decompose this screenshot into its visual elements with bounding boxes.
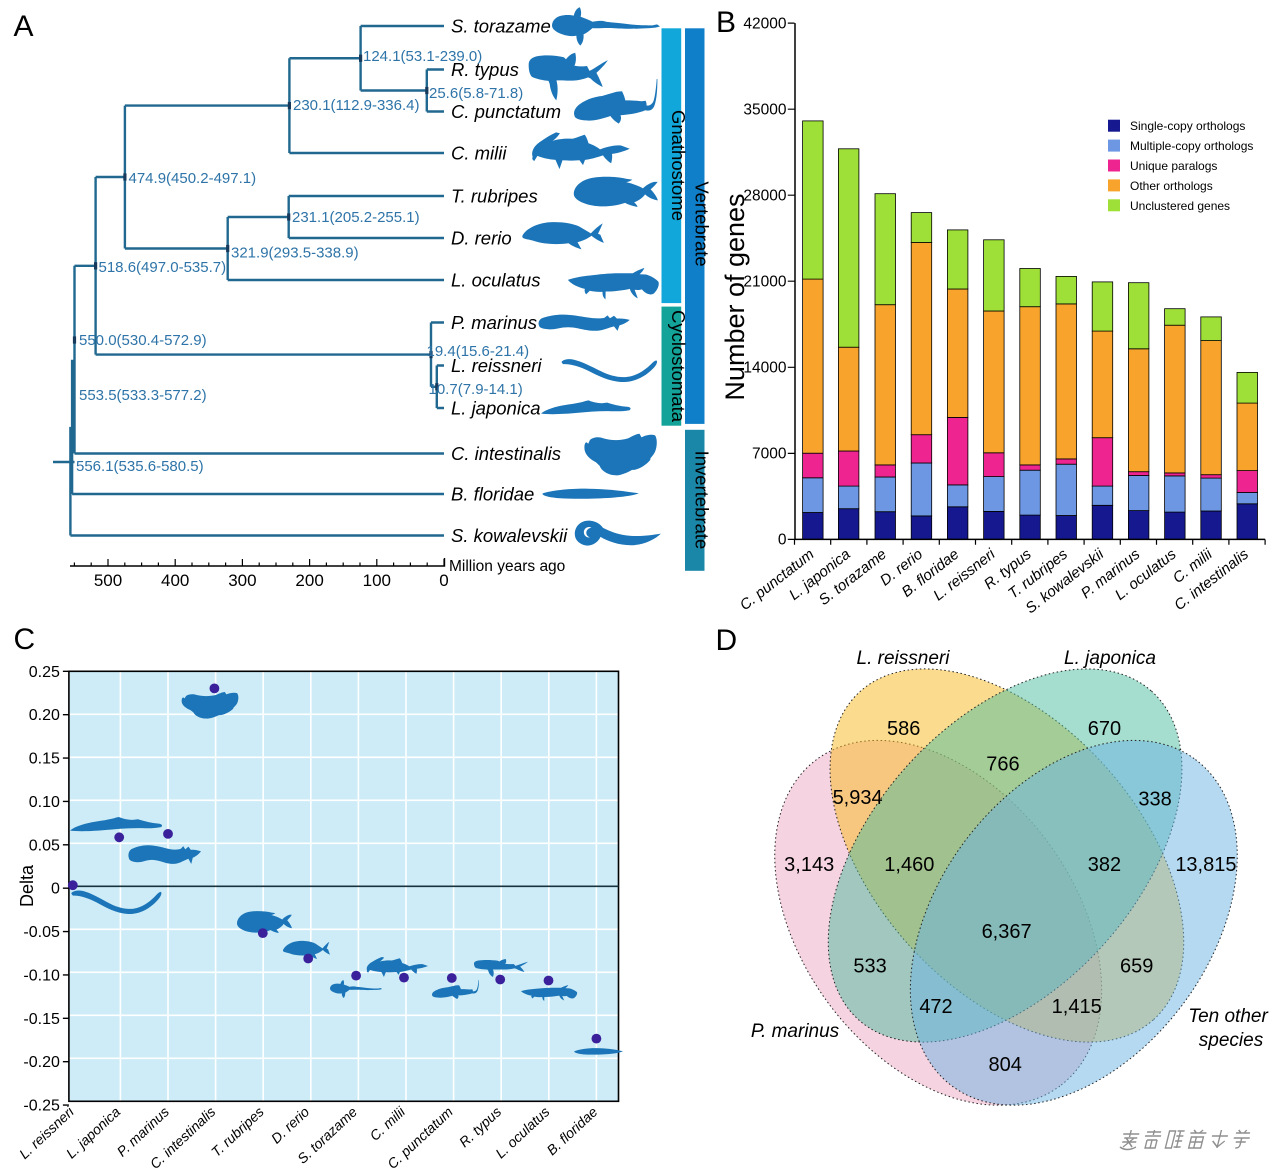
svg-text:Unique paralogs: Unique paralogs [1130,159,1217,173]
svg-text:-0.10: -0.10 [23,967,60,984]
svg-text:T. rubripes: T. rubripes [451,186,538,207]
svg-text:19.4(15.6-21.4): 19.4(15.6-21.4) [427,343,530,360]
svg-text:670: 670 [1088,718,1121,740]
svg-text:1,415: 1,415 [1052,996,1102,1018]
svg-text:231.1(205.2-255.1): 231.1(205.2-255.1) [292,209,420,226]
svg-text:A: A [14,10,34,43]
svg-text:Unclustered genes: Unclustered genes [1130,199,1230,213]
svg-text:550.0(530.4-572.9): 550.0(530.4-572.9) [79,332,207,349]
svg-text:556.1(535.6-580.5): 556.1(535.6-580.5) [76,458,204,475]
svg-text:100: 100 [363,571,391,590]
svg-text:28000: 28000 [743,188,786,205]
svg-text:Number of genes: Number of genes [720,193,750,400]
svg-text:0: 0 [51,881,60,898]
svg-text:species: species [1199,1030,1264,1051]
svg-text:R. typus: R. typus [456,1103,504,1150]
svg-text:D: D [716,624,738,657]
svg-text:472: 472 [919,996,952,1018]
svg-text:586: 586 [887,718,920,740]
svg-text:S. kowalevskii: S. kowalevskii [451,525,568,546]
svg-text:42000: 42000 [743,15,786,32]
svg-text:Single-copy orthologs: Single-copy orthologs [1130,119,1245,133]
svg-text:-0.05: -0.05 [23,924,60,941]
svg-text:13,815: 13,815 [1175,854,1236,876]
svg-text:382: 382 [1088,854,1121,876]
svg-text:L. japonica: L. japonica [451,398,540,419]
svg-text:-0.20: -0.20 [23,1054,60,1071]
svg-text:Vertebrate: Vertebrate [692,181,713,266]
svg-text:300: 300 [228,571,256,590]
svg-text:C. punctatum: C. punctatum [451,101,561,122]
svg-text:Delta: Delta [17,864,37,907]
svg-text:T. rubripes: T. rubripes [208,1103,267,1159]
svg-text:766: 766 [986,753,1019,775]
svg-text:B: B [716,6,736,39]
svg-text:659: 659 [1120,955,1153,977]
svg-text:14000: 14000 [743,360,786,377]
svg-text:R. typus: R. typus [451,59,519,80]
svg-text:230.1(112.9-336.4): 230.1(112.9-336.4) [293,97,419,114]
svg-text:L. oculatus: L. oculatus [451,270,540,291]
svg-text:0.05: 0.05 [29,837,60,854]
svg-text:Cyclostomata: Cyclostomata [668,310,689,423]
svg-text:-0.15: -0.15 [23,1011,60,1028]
svg-text:1,460: 1,460 [884,854,934,876]
svg-text:B. floridae: B. floridae [451,484,534,505]
svg-text:Other orthologs: Other orthologs [1130,179,1213,193]
svg-text:338: 338 [1138,788,1171,810]
svg-text:0.20: 0.20 [29,707,60,724]
svg-text:C: C [14,623,36,656]
svg-text:533: 533 [853,955,886,977]
svg-text:Multiple-copy orthologs: Multiple-copy orthologs [1130,139,1253,153]
svg-text:124.1(53.1-239.0): 124.1(53.1-239.0) [363,48,482,65]
svg-text:321.9(293.5-338.9): 321.9(293.5-338.9) [231,245,359,262]
svg-text:D. rerio: D. rerio [268,1103,313,1146]
svg-text:0.25: 0.25 [29,664,60,681]
svg-text:0.10: 0.10 [29,794,60,811]
svg-text:200: 200 [295,571,323,590]
svg-text:5,934: 5,934 [833,787,883,809]
svg-text:Gnathostome: Gnathostome [668,110,689,221]
svg-text:C. intestinalis: C. intestinalis [451,443,561,464]
svg-text:L. reissneri: L. reissneri [451,355,542,376]
svg-text:D. rerio: D. rerio [451,228,512,249]
svg-text:400: 400 [161,571,189,590]
svg-text:518.6(497.0-535.7): 518.6(497.0-535.7) [99,259,227,276]
svg-text:6,367: 6,367 [982,921,1032,943]
svg-text:3,143: 3,143 [784,854,834,876]
svg-text:25.6(5.8-71.8): 25.6(5.8-71.8) [429,85,523,102]
svg-text:S. torazame: S. torazame [451,16,551,37]
svg-text:P. marinus: P. marinus [751,1021,840,1042]
svg-text:Million years ago: Million years ago [449,558,565,575]
svg-text:10.7(7.9-14.1): 10.7(7.9-14.1) [429,381,523,398]
svg-text:0: 0 [439,571,448,590]
svg-text:804: 804 [989,1054,1022,1076]
svg-text:500: 500 [94,571,122,590]
svg-text:21000: 21000 [743,274,786,291]
svg-text:474.9(450.2-497.1): 474.9(450.2-497.1) [129,170,257,187]
svg-text:L. japonica: L. japonica [1064,648,1156,669]
svg-text:0.15: 0.15 [29,751,60,768]
svg-text:C. milii: C. milii [366,1103,408,1144]
svg-text:C. milii: C. milii [451,143,507,164]
svg-text:35000: 35000 [743,102,786,119]
svg-text:0: 0 [778,532,787,549]
svg-text:553.5(533.3-577.2): 553.5(533.3-577.2) [79,387,207,404]
svg-text:B. floridae: B. floridae [543,1103,600,1158]
svg-text:L. reissneri: L. reissneri [857,648,951,669]
svg-text:-0.25: -0.25 [23,1098,60,1115]
svg-text:P. marinus: P. marinus [451,312,537,333]
svg-text:Ten other: Ten other [1188,1006,1268,1027]
svg-text:Invertebrate: Invertebrate [692,451,713,550]
svg-text:7000: 7000 [752,446,787,463]
